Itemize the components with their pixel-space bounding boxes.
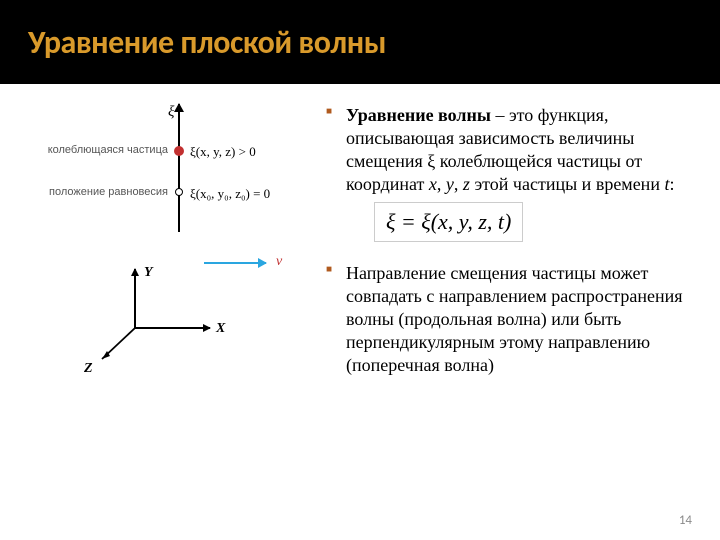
diagram: ξ ξ(x, y, z) > 0 колеблющаяся частица ξ(… bbox=[18, 104, 308, 384]
slide-number: 14 bbox=[679, 513, 692, 528]
xi-axis-label: ξ bbox=[168, 104, 174, 121]
slide-content: ξ ξ(x, y, z) > 0 колеблющаяся частица ξ(… bbox=[0, 100, 720, 530]
bullet-item: Уравнение волны – это функция, описывающ… bbox=[326, 104, 696, 240]
slide-title: Уравнение плоской волны bbox=[28, 23, 386, 62]
xi-axis bbox=[178, 104, 180, 232]
velocity-arrow bbox=[204, 262, 266, 264]
x-axis-label: X bbox=[216, 321, 225, 337]
title-bar: Уравнение плоской волны bbox=[0, 0, 720, 84]
xyz-axes: Y X Z bbox=[82, 269, 232, 379]
equilibrium-dot bbox=[175, 188, 183, 196]
bullet-list: Уравнение волны – это функция, описывающ… bbox=[326, 104, 696, 377]
particle-text-label: колеблющаяся частица bbox=[28, 144, 168, 156]
bullet-text: Направление смещения частицы может совпа… bbox=[346, 263, 683, 375]
y-axis bbox=[134, 269, 136, 329]
equilibrium-text-label: положение равновесия bbox=[28, 186, 168, 198]
y-axis-label: Y bbox=[144, 265, 153, 281]
equation-text: ξ = ξ(x, y, z, t) bbox=[376, 204, 521, 240]
z-axis bbox=[96, 325, 152, 369]
slide: Уравнение плоской волны ξ ξ(x, y, z) > 0… bbox=[0, 0, 720, 540]
particle-formula-label: ξ(x, y, z) > 0 bbox=[190, 144, 256, 160]
oscillating-particle-dot bbox=[174, 146, 184, 156]
equation-box: ξ = ξ(x, y, z, t) bbox=[376, 204, 696, 240]
text-column: Уравнение волны – это функция, описывающ… bbox=[326, 104, 696, 399]
z-axis-label: Z bbox=[84, 361, 93, 377]
equilibrium-formula-label: ξ(x₀, y₀, z₀) = 0 bbox=[190, 186, 270, 202]
velocity-label: v bbox=[276, 254, 282, 270]
bullet-text: Уравнение волны – это функция, описывающ… bbox=[346, 105, 674, 194]
bullet-item: Направление смещения частицы может совпа… bbox=[326, 262, 696, 377]
